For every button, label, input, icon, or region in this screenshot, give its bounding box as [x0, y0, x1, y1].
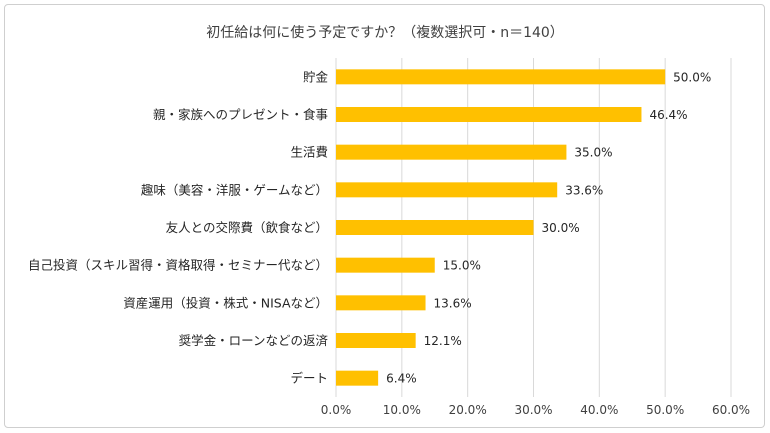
data-label: 35.0% — [574, 146, 612, 160]
bar — [336, 182, 558, 198]
x-tick-label: 30.0% — [514, 403, 552, 417]
bar — [336, 107, 642, 122]
data-label: 30.0% — [542, 221, 580, 235]
x-tick-label: 40.0% — [580, 403, 618, 417]
bar — [336, 220, 534, 235]
x-tick-label: 10.0% — [383, 403, 421, 417]
category-label: 奨学金・ローンなどの返済 — [179, 333, 329, 348]
x-tick-label: 20.0% — [449, 403, 487, 417]
bar — [336, 333, 416, 348]
category-label: 貯金 — [303, 69, 329, 84]
bar — [336, 295, 426, 311]
x-tick-label: 50.0% — [646, 403, 684, 417]
data-label: 33.6% — [565, 183, 603, 197]
x-tick-label: 60.0% — [712, 403, 750, 417]
data-label: 13.6% — [434, 296, 472, 310]
category-label: デート — [290, 371, 328, 386]
bars — [336, 69, 666, 386]
category-label: 資産運用（投資・株式・NISAなど） — [123, 295, 328, 310]
category-label: 生活費 — [290, 145, 328, 160]
data-label: 50.0% — [673, 70, 711, 84]
data-label: 6.4% — [386, 372, 417, 386]
x-tick-label: 0.0% — [321, 403, 352, 417]
data-label: 46.4% — [649, 108, 687, 122]
bar — [336, 257, 435, 273]
category-label: 友人との交際費（飲食など） — [166, 220, 328, 235]
chart-title: 初任給は何に使う予定ですか？（複数選択可・n＝140） — [206, 24, 564, 41]
bar — [336, 370, 379, 386]
category-label: 親・家族へのプレゼント・食事 — [153, 107, 328, 122]
data-label: 12.1% — [424, 334, 462, 348]
x-tick-labels: 0.0% 10.0% 20.0% 30.0% 40.0% 50.0% 60.0% — [321, 403, 750, 417]
bar — [336, 144, 567, 160]
bar — [336, 69, 666, 85]
data-labels: 50.0% 46.4% 35.0% 33.6% 30.0% 15.0% 13.6% 12.1%… — [386, 70, 711, 385]
category-label: 自己投資（スキル習得・資格取得・セミナー代など） — [28, 258, 328, 273]
data-label: 15.0% — [443, 259, 481, 273]
category-label: 趣味（美容・洋服・ゲームなど） — [141, 182, 328, 197]
